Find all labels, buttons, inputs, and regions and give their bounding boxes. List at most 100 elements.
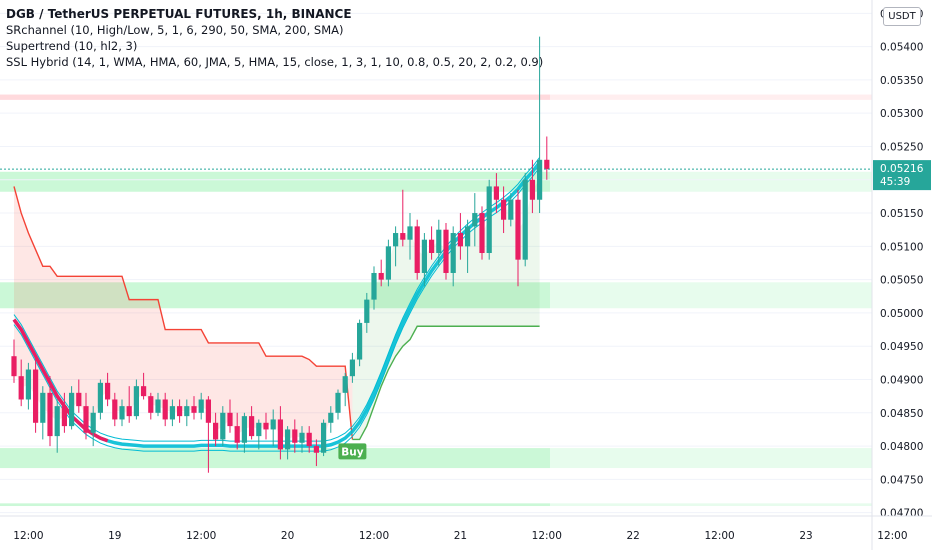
indicator-srchannel[interactable]: SRchannel (10, High/Low, 5, 1, 6, 290, 5… xyxy=(6,23,344,37)
candle-body-60 xyxy=(443,229,449,273)
indicator-supertrend[interactable]: Supertrend (10, hl2, 3) xyxy=(6,39,138,53)
candle-body-67 xyxy=(493,186,499,200)
time-tick-2: 12:00 xyxy=(186,530,216,542)
candle-body-16 xyxy=(126,406,132,417)
candle-body-43 xyxy=(321,422,327,453)
time-axis: 12:00 19 12:00 20 12:00 21 12:00 22 12:00 23 12:00 xyxy=(0,515,932,542)
symbol-title[interactable]: DGB / TetherUS PERPETUAL FUTURES, 1h, BI… xyxy=(6,7,352,21)
candle-body-34 xyxy=(256,422,262,437)
price-tick-2: 0.05350 xyxy=(880,75,923,87)
candle-body-49 xyxy=(364,299,370,323)
price-tick-1: 0.05400 xyxy=(880,42,923,54)
candle-body-8 xyxy=(69,392,75,427)
price-tick-13: 0.04800 xyxy=(880,441,923,453)
time-tick-7: 22 xyxy=(627,530,640,542)
candle-body-57 xyxy=(421,239,427,273)
candle-body-68 xyxy=(501,199,507,220)
candle-body-33 xyxy=(249,416,255,437)
candle-body-58 xyxy=(429,239,435,254)
candle-body-27 xyxy=(205,399,211,423)
candle-body-2 xyxy=(25,369,31,400)
candle-body-21 xyxy=(162,399,168,420)
candle-body-36 xyxy=(270,419,276,430)
buy-signal-badge xyxy=(338,443,367,460)
candle-body-72 xyxy=(529,179,535,200)
indicator-ssl-hybrid[interactable]: SSL Hybrid (14, 1, WMA, HMA, 60, JMA, 5,… xyxy=(6,55,544,69)
candle-body-10 xyxy=(83,406,89,433)
grid xyxy=(0,12,872,514)
candle-body-4 xyxy=(40,392,46,423)
sr-zone-ext-1 xyxy=(550,171,872,192)
candle-body-7 xyxy=(61,406,67,427)
candle-body-28 xyxy=(213,422,219,440)
last-price-tag xyxy=(873,160,931,191)
candle-body-15 xyxy=(119,406,125,420)
candle-body-0 xyxy=(11,356,17,377)
candle-body-13 xyxy=(105,382,111,400)
candle-body-61 xyxy=(450,233,456,273)
price-tick-10: 0.04950 xyxy=(880,341,923,353)
time-tick-8: 12:00 xyxy=(704,530,734,542)
candle-body-9 xyxy=(76,392,82,407)
candle-body-37 xyxy=(277,419,283,450)
candle-body-26 xyxy=(198,399,204,413)
time-tick-9: 23 xyxy=(799,530,812,542)
candle-body-64 xyxy=(472,213,478,227)
candle-body-50 xyxy=(371,272,377,300)
candle-body-22 xyxy=(169,406,175,420)
ssl-baseline-bearish xyxy=(12,318,109,443)
time-tick-6: 12:00 xyxy=(532,530,562,542)
sr-zones xyxy=(0,94,872,507)
candle-body-6 xyxy=(54,406,60,437)
currency-button[interactable]: USDT xyxy=(883,7,921,26)
candle-body-46 xyxy=(342,376,348,393)
supertrend-down-line xyxy=(13,186,354,440)
candle-body-5 xyxy=(47,392,53,437)
candle-body-74 xyxy=(544,159,550,170)
candle-body-1 xyxy=(18,376,24,400)
chart-labels: Buy 0.05216 45:39 xyxy=(338,160,931,460)
candle-body-29 xyxy=(220,412,226,440)
candle-body-35 xyxy=(263,422,269,430)
candle-body-66 xyxy=(486,186,492,254)
price-tick-4: 0.05250 xyxy=(880,141,923,153)
price-tick-8: 0.05050 xyxy=(880,275,923,287)
candle-body-30 xyxy=(227,412,233,427)
candle-body-40 xyxy=(299,432,305,443)
candle-body-39 xyxy=(292,429,298,443)
candle-body-70 xyxy=(515,199,521,260)
price-tick-9: 0.05000 xyxy=(880,308,923,320)
price-tick-6: 0.05150 xyxy=(880,208,923,220)
sr-zone-0 xyxy=(0,94,550,100)
candle-body-45 xyxy=(335,392,341,413)
candle-body-65 xyxy=(479,213,485,254)
candle-body-19 xyxy=(148,396,154,413)
sr-zone-3 xyxy=(0,448,550,469)
candle-body-38 xyxy=(285,429,291,450)
time-tick-10: 12:00 xyxy=(877,530,907,542)
sr-zone-2 xyxy=(0,282,550,309)
bar-countdown: 45:39 xyxy=(880,176,910,188)
candle-body-71 xyxy=(522,179,528,260)
price-tick-3: 0.05300 xyxy=(880,108,923,120)
candle-body-44 xyxy=(328,412,334,423)
price-tick-14: 0.04750 xyxy=(880,474,923,486)
time-tick-4: 12:00 xyxy=(359,530,389,542)
candles xyxy=(11,36,550,473)
candle-body-31 xyxy=(234,426,240,443)
candle-body-56 xyxy=(414,226,420,273)
candle-body-42 xyxy=(313,446,319,453)
candle-body-12 xyxy=(97,382,103,413)
candle-body-3 xyxy=(33,369,39,423)
time-tick-0: 12:00 xyxy=(13,530,43,542)
price-tick-12: 0.04850 xyxy=(880,408,923,420)
candle-body-59 xyxy=(436,229,442,254)
supertrend-up-line xyxy=(352,325,540,441)
candle-body-24 xyxy=(184,406,190,417)
candle-body-23 xyxy=(177,406,183,417)
sr-zone-ext-3 xyxy=(550,448,872,469)
time-tick-3: 20 xyxy=(281,530,294,542)
chart-legend: DGB / TetherUS PERPETUAL FUTURES, 1h, BI… xyxy=(6,6,543,70)
